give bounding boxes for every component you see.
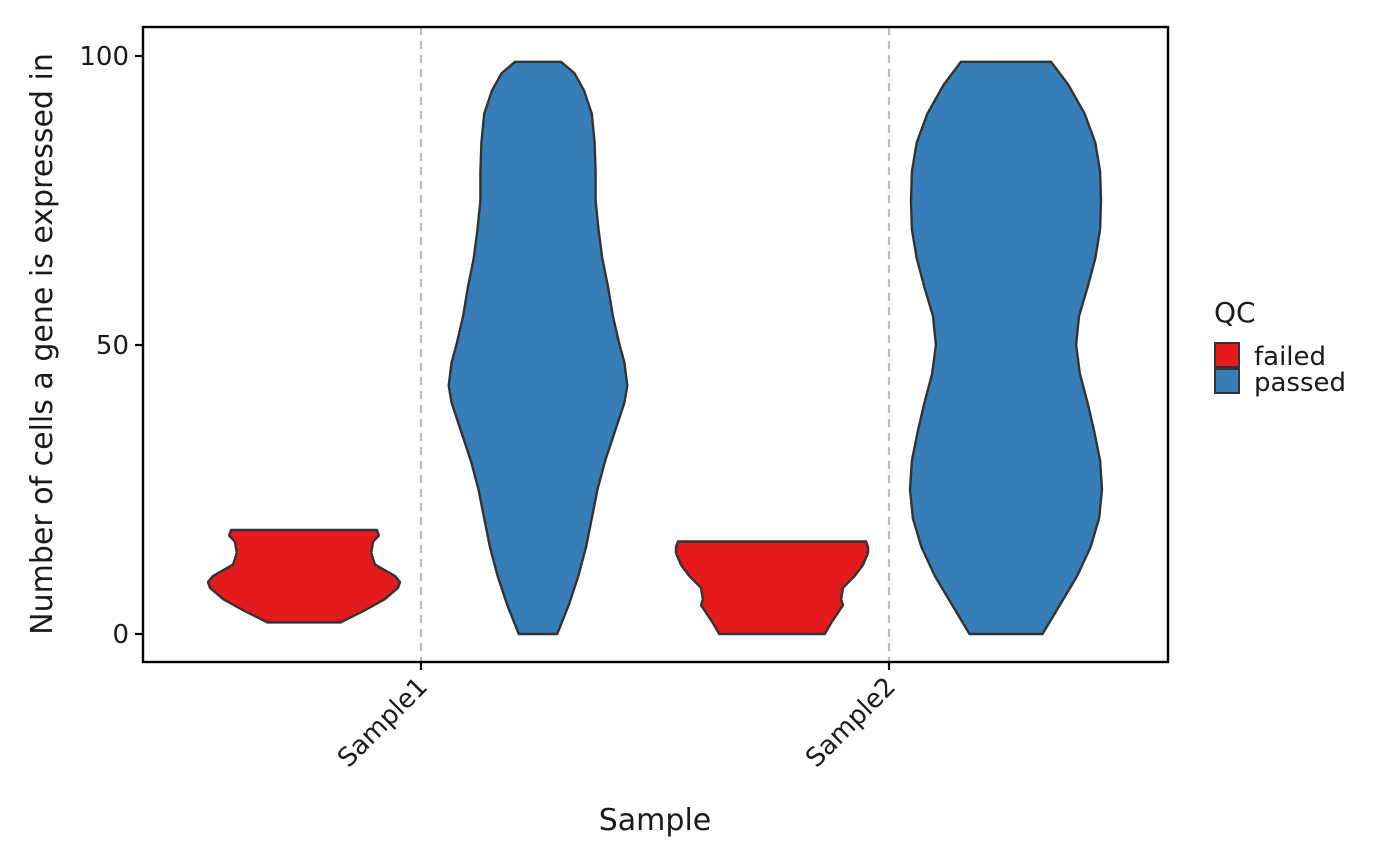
legend-label-passed: passed xyxy=(1254,368,1346,398)
legend-key-passed xyxy=(1214,368,1240,394)
violin-failed-sample2 xyxy=(674,540,870,636)
violin-passed-sample2 xyxy=(908,60,1104,636)
legend-label-failed: failed xyxy=(1254,342,1326,372)
y-tick-label-50: 50 xyxy=(96,331,129,361)
violin-layer xyxy=(206,60,1104,636)
x-tick-label-sample2: Sample2 xyxy=(800,672,902,774)
x-axis-title: Sample xyxy=(599,803,712,838)
y-tick-label-0: 0 xyxy=(112,620,129,650)
violin-failed-sample1 xyxy=(206,528,402,624)
y-axis-title: Number of cells a gene is expressed in xyxy=(25,53,60,635)
x-tick-label-sample1: Sample1 xyxy=(332,672,434,774)
violin-passed-sample1 xyxy=(447,60,629,636)
legend-key-failed xyxy=(1214,342,1240,368)
legend-title: QC xyxy=(1214,296,1256,329)
legend: QC failed passed xyxy=(1214,296,1346,398)
x-axis: Sample1 Sample2 xyxy=(332,662,902,774)
y-tick-label-100: 100 xyxy=(79,42,129,72)
grid-layer xyxy=(419,27,891,662)
y-axis: 0 50 100 xyxy=(79,42,143,650)
